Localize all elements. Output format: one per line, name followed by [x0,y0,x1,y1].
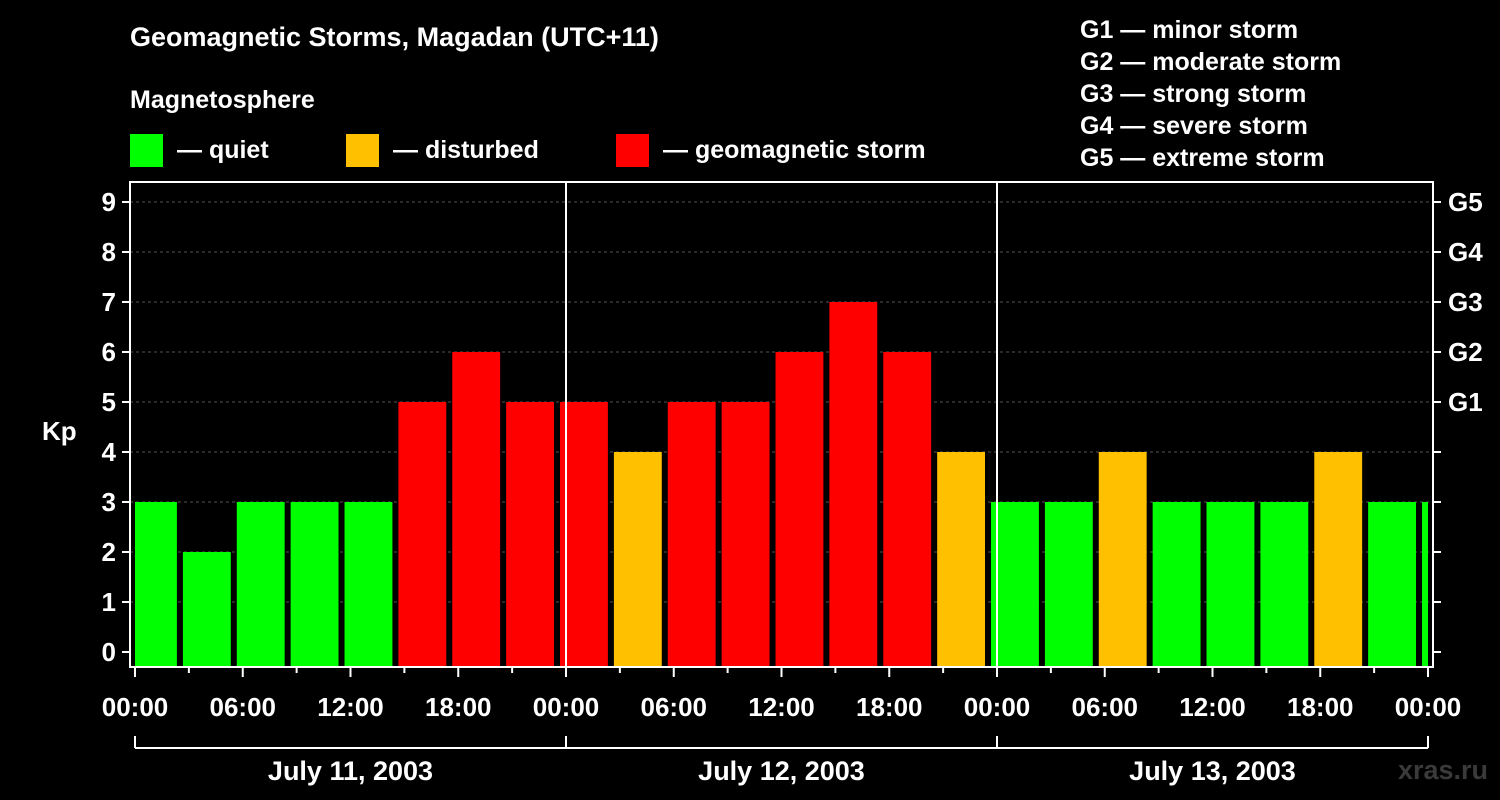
kp-bar [290,502,339,667]
x-tick-label: 18:00 [425,692,492,722]
right-tick-label: G3 [1448,287,1483,317]
y-tick-label: 5 [102,387,116,417]
kp-bar [1044,502,1093,667]
storm-level-g2: G2 — moderate storm [1080,48,1342,76]
kp-bar [1368,502,1417,667]
kp-bar [452,352,501,667]
kp-bar [991,502,1039,667]
y-tick-label: 2 [102,537,116,567]
kp-bar [135,502,177,667]
kp-bar [721,402,770,667]
legend-subtitle: Magnetosphere [130,86,315,114]
x-tick-label: 06:00 [641,692,708,722]
y-tick-label: 6 [102,337,116,367]
kp-bar [829,302,878,667]
kp-bar [506,402,555,667]
date-label: July 13, 2003 [1129,756,1296,786]
x-tick-label: 00:00 [964,692,1031,722]
storm-level-g1: G1 — minor storm [1080,16,1299,44]
kp-bar [1260,502,1309,667]
kp-bar [1314,452,1363,667]
x-tick-label: 12:00 [748,692,815,722]
storm-level-legend: G1 — minor storm G2 — moderate storm G3 … [1080,14,1341,174]
y-tick-label: 0 [102,637,116,667]
legend-item-disturbed: — disturbed [346,134,539,167]
y-tick-label: 7 [102,287,116,317]
date-label: July 11, 2003 [268,756,433,786]
x-tick-label: 18:00 [1287,692,1354,722]
kp-bar [1206,502,1255,667]
x-tick-label: 00:00 [102,692,169,722]
storm-level-g3: G3 — strong storm [1080,80,1307,108]
watermark: xras.ru [1397,755,1488,785]
legend-label-disturbed: — disturbed [393,136,539,164]
legend-swatch-quiet [130,134,163,167]
x-tick-label: 06:00 [210,692,277,722]
kp-bar [398,402,447,667]
legend-label-storm: — geomagnetic storm [663,136,926,164]
chart-title: Geomagnetic Storms, Magadan (UTC+11) [130,22,659,52]
storm-level-g5: G5 — extreme storm [1080,144,1325,172]
legend-swatch-storm [616,134,649,167]
legend-swatch-disturbed [346,134,379,167]
legend-item-quiet: — quiet [130,134,269,167]
kp-bar [937,452,986,667]
right-tick-label: G1 [1448,387,1483,417]
kp-bar [775,352,824,667]
date-label: July 12, 2003 [698,756,865,786]
legend-label-quiet: — quiet [177,136,269,164]
y-tick-label: 8 [102,237,116,267]
x-tick-label: 00:00 [533,692,600,722]
storm-level-g4: G4 — severe storm [1080,112,1308,140]
kp-bar [613,452,662,667]
kp-bar [1422,502,1428,667]
y-tick-label: 3 [102,487,116,517]
kp-bar [344,502,393,667]
x-tick-label: 12:00 [317,692,384,722]
y-tick-label: 4 [102,437,117,467]
y-axis-label: Kp [42,416,77,446]
x-tick-label: 00:00 [1395,692,1462,722]
right-tick-label: G5 [1448,187,1483,217]
y-tick-label: 9 [102,187,116,217]
kp-bar [1098,452,1147,667]
legend-item-storm: — geomagnetic storm [616,134,926,167]
right-tick-label: G4 [1448,237,1483,267]
kp-bar [560,402,608,667]
x-tick-label: 06:00 [1072,692,1139,722]
kp-bar [182,552,231,667]
right-tick-label: G2 [1448,337,1483,367]
kp-bar [883,352,932,667]
kp-bar [667,402,716,667]
x-tick-label: 18:00 [856,692,923,722]
kp-bar [1152,502,1201,667]
kp-bar [236,502,285,667]
x-tick-label: 12:00 [1179,692,1246,722]
y-tick-label: 1 [102,587,116,617]
